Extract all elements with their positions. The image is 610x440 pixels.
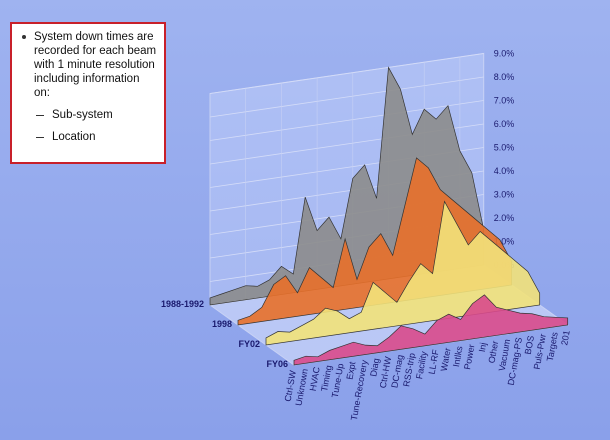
y-tick-label: 7.0% [494, 95, 515, 105]
x-tick-label: Inj [477, 342, 489, 353]
sub-item: Location [18, 130, 158, 144]
series-label: FY02 [238, 339, 260, 349]
series-area [293, 294, 569, 366]
x-tick-label: Intlks [451, 345, 465, 368]
x-tick-label: Expt [344, 360, 357, 380]
y-tick-label: 1.0% [494, 236, 515, 246]
x-tick-label: LL-RF [427, 348, 441, 375]
bullet-text: System down times are recorded for each … [18, 30, 158, 100]
x-tick-label: Other [487, 340, 501, 364]
y-tick-label: 9.0% [494, 48, 515, 58]
grid-line [209, 76, 484, 118]
x-tick-label: 201 [559, 330, 571, 347]
y-tick-label: 6.0% [494, 119, 515, 129]
y-tick-label: 4.0% [494, 166, 515, 176]
series-label: FY06 [266, 359, 288, 369]
x-tick-label: BOS [523, 335, 536, 355]
x-tick-label: Facility [414, 350, 429, 380]
y-tick-label: 3.0% [494, 189, 515, 199]
x-tick-label: Water [439, 347, 453, 372]
series-label: 1998 [212, 319, 232, 329]
grid-line [209, 100, 484, 141]
x-tick-label: Power [462, 344, 476, 371]
series-label: 1988-1992 [161, 299, 204, 309]
x-tick-label: Timing [319, 364, 333, 392]
x-tick-label: Diag [368, 357, 381, 377]
y-tick-label: 8.0% [494, 72, 515, 82]
y-tick-label: 2.0% [494, 213, 515, 223]
x-tick-label: HVAC [308, 366, 322, 392]
note-box: System down times are recorded for each … [10, 22, 166, 164]
y-tick-label: 5.0% [494, 142, 515, 152]
sub-item: Sub-system [18, 108, 158, 122]
grid-line [209, 53, 484, 94]
